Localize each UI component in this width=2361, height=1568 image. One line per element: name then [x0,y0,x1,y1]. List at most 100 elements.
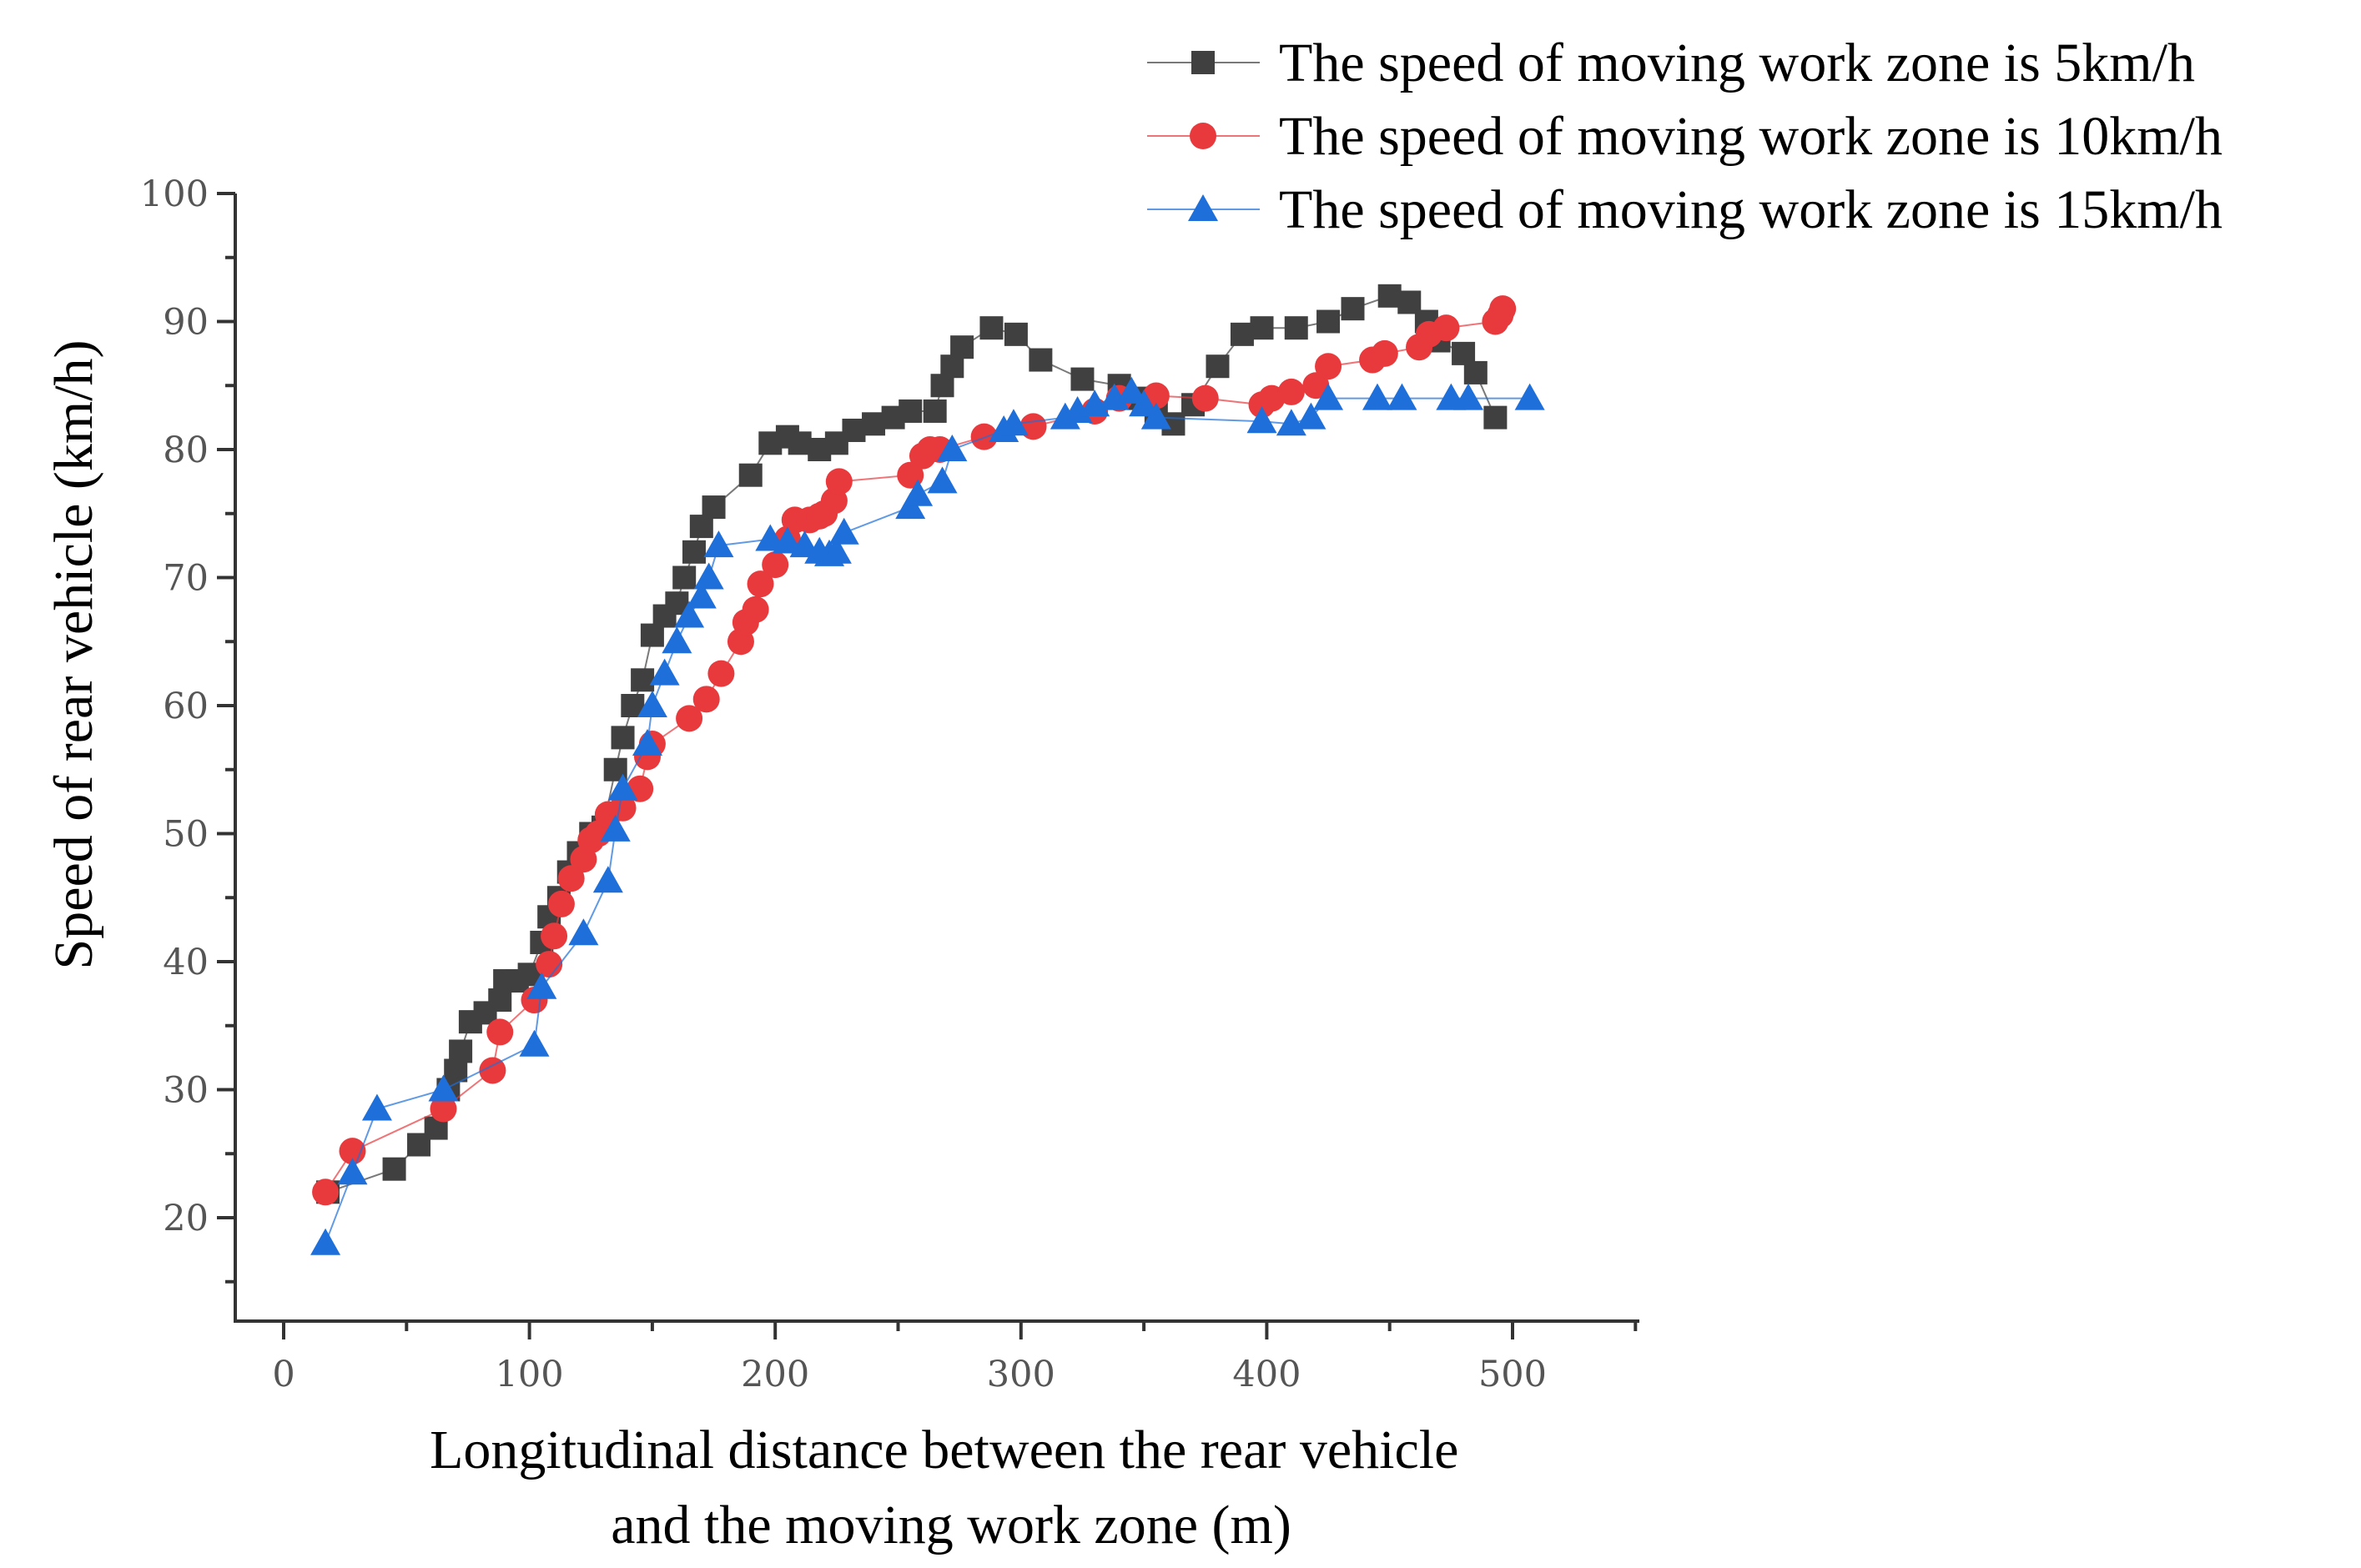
data-point [1432,314,1460,342]
x-axis-label-line-1: Longitudinal distance between the rear v… [430,1420,1458,1480]
y-tick-label: 90 [163,302,209,344]
x-tick-label: 0 [272,1354,294,1395]
data-point [950,335,974,359]
series-2 [312,295,1517,1206]
data-point [899,399,923,423]
data-point [337,1158,368,1185]
data-point [825,468,853,495]
data-point [676,705,703,732]
legend-marker [1188,194,1218,221]
y-tick-label: 30 [163,1070,209,1112]
data-point [649,658,680,686]
data-point [611,726,635,750]
data-point [536,951,563,978]
x-tick-label: 200 [741,1354,809,1395]
data-point [1387,383,1417,410]
data-point [568,918,599,946]
y-tick-label: 20 [163,1198,209,1239]
data-point [937,435,968,461]
data-point [1514,383,1545,410]
series-line [325,390,1530,1244]
data-point [1206,354,1230,379]
data-point [742,596,769,623]
data-point [1116,376,1147,404]
x-tick-label: 400 [1232,1354,1301,1395]
legend-marker [1191,51,1215,74]
data-point [547,890,575,917]
data-point [693,562,724,590]
data-point [1070,367,1095,391]
x-tick-label: 500 [1478,1354,1547,1395]
series-3 [310,376,1545,1255]
data-point [1019,413,1047,440]
data-point [361,1093,392,1121]
x-axis-label: Longitudinal distance between the rear v… [430,1420,1472,1555]
plot-area: 20 30 40 50 60 70 80 90 100 0 100 200 300 400 500 [140,173,1639,1395]
data-point [526,972,557,999]
data-point [1302,372,1330,400]
data-point [903,479,934,506]
data-point [1371,339,1398,367]
data-point [486,1018,514,1046]
data-point [772,526,803,554]
data-point [479,1057,506,1084]
data-point [1489,295,1517,323]
data-point [707,660,735,687]
x-axis-label-line-2: and the moving work zone (m) [611,1495,1291,1555]
data-point [637,691,667,717]
data-point [927,466,958,494]
data-point [762,551,789,579]
data-point [1452,383,1483,410]
data-point [1029,348,1053,372]
data-point [979,316,1004,340]
data-point [557,865,585,892]
y-tick-label: 50 [163,814,209,856]
data-point [692,686,720,713]
data-point [310,1228,341,1255]
data-point [609,794,637,822]
data-point [674,601,705,628]
data-point [312,1179,340,1206]
series-layer [310,284,1545,1255]
data-point [592,866,623,893]
data-point [600,814,631,842]
data-point [1377,284,1402,308]
data-point [1362,383,1392,410]
data-point [430,1095,457,1123]
y-ticks: 20 30 40 50 60 70 80 90 100 [140,173,235,1284]
legend-item: The speed of moving work zone is 5km/h [1147,33,2195,93]
data-point [1004,322,1028,346]
data-point [1246,406,1277,434]
data-point [428,1074,459,1102]
y-axis-label: Speed of rear vehicle (km/h) [43,339,104,969]
data-point [828,517,859,545]
x-tick-label: 300 [987,1354,1055,1395]
legend-item: The speed of moving work zone is 15km/h [1147,179,2223,240]
data-point [738,463,763,487]
series-line [325,308,1504,1193]
legend: The speed of moving work zone is 5km/h Th… [1147,33,2223,240]
data-point [1316,309,1341,334]
data-point [672,565,697,590]
y-tick-label: 60 [163,686,209,727]
data-point [541,922,568,950]
data-point [1284,316,1308,340]
data-point [1250,316,1274,340]
data-point [1296,402,1326,430]
data-point [662,626,692,654]
data-point [998,409,1029,436]
data-point [1315,353,1342,380]
data-point [1341,297,1365,321]
data-point [1140,402,1171,430]
data-point [703,530,734,558]
data-point [747,570,774,598]
data-point [788,431,812,455]
data-point [1191,384,1219,412]
data-point [1230,322,1254,346]
legend-item: The speed of moving work zone is 10km/h [1147,106,2223,167]
data-point [449,1039,473,1063]
data-point [631,668,655,692]
data-point [1313,383,1344,410]
y-tick-label: 70 [163,558,209,600]
